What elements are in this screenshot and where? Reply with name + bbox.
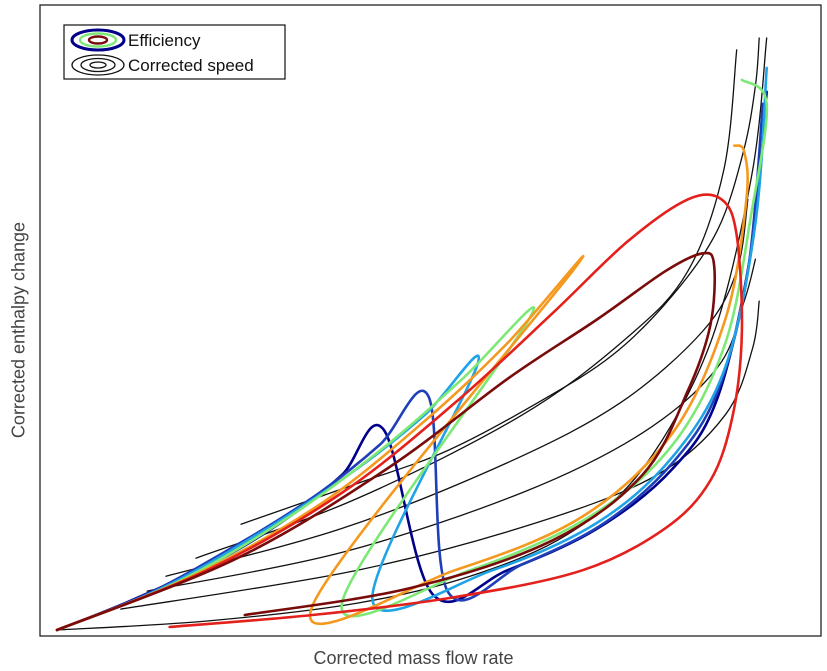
- legend-label-efficiency: Efficiency: [128, 31, 201, 50]
- efficiency-contour-7: [55, 251, 716, 632]
- legend-label-corrected-speed: Corrected speed: [128, 56, 254, 75]
- series-layer: [55, 37, 769, 632]
- efficiency-contour-3: [55, 66, 768, 632]
- speed-line-4: [165, 198, 749, 577]
- x-axis-label: Corrected mass flow rate: [313, 648, 514, 668]
- corrected-speed-legend-icon: [71, 54, 125, 76]
- speed-line-2: [240, 37, 760, 525]
- speed-line-6: [120, 300, 760, 610]
- efficiency-contour-5: [55, 144, 749, 632]
- plot-frame: [39, 4, 822, 637]
- speed-line-3: [195, 49, 738, 559]
- y-axis-label: Corrected enthalpy change: [8, 221, 29, 439]
- efficiency-legend-icon: [70, 28, 126, 52]
- efficiency-contour-6: [55, 193, 744, 632]
- legend: Efficiency Corrected speed: [63, 24, 286, 80]
- efficiency-contour-4: [55, 78, 769, 632]
